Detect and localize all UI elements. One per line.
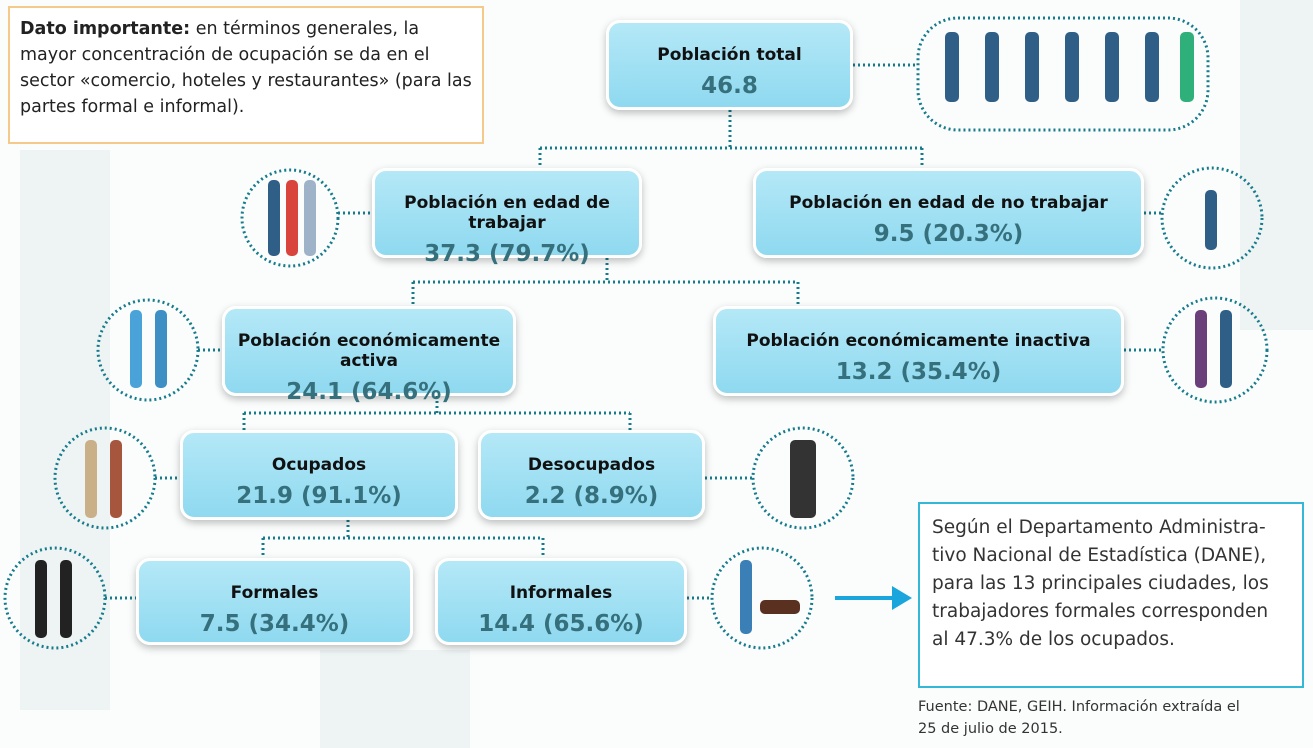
icon xyxy=(1025,32,1039,102)
node-label: Desocupados xyxy=(481,455,702,475)
icon-frame xyxy=(1163,298,1267,402)
connector xyxy=(540,110,922,168)
node-value: 37.3 (79.7%) xyxy=(375,241,639,267)
callout-line: Según el Departamento Administra- xyxy=(932,514,1290,542)
icon xyxy=(35,560,47,638)
node-value: 2.2 (8.9%) xyxy=(481,483,702,509)
node-value: 7.5 (34.4%) xyxy=(139,611,410,637)
node-label: Formales xyxy=(139,583,410,603)
icon xyxy=(1065,32,1079,102)
note: Dato importante: en términos generales, … xyxy=(8,6,484,144)
node-value: 9.5 (20.3%) xyxy=(756,221,1141,247)
icon xyxy=(1220,310,1232,388)
source-line: Fuente: DANE, GEIH. Información extraída… xyxy=(918,696,1240,718)
node-box: Desocupados 2.2 (8.9%) xyxy=(478,430,705,520)
icon xyxy=(790,440,816,518)
icon xyxy=(1180,32,1194,102)
icon-frame xyxy=(712,548,812,648)
node-box: Ocupados 21.9 (91.1%) xyxy=(180,430,458,520)
node-value: 46.8 xyxy=(609,73,850,99)
icon xyxy=(1105,32,1119,102)
node-label: Población en edad de no trabajar xyxy=(756,193,1141,213)
icon xyxy=(1205,190,1217,250)
icon xyxy=(1145,32,1159,102)
node-label: Población en edad de trabajar xyxy=(375,193,639,233)
bg-shape xyxy=(320,650,470,748)
node-value: 14.4 (65.6%) xyxy=(438,611,684,637)
callout-line: trabajadores formales corresponden xyxy=(932,598,1290,626)
node-box: Población económicamente inactiva 13.2 (3… xyxy=(713,306,1124,396)
node-value: 24.1 (64.6%) xyxy=(225,379,513,405)
node-box: Población en edad de no trabajar 9.5 (20.… xyxy=(753,168,1144,258)
node-label: Ocupados xyxy=(183,455,455,475)
icon xyxy=(286,180,298,256)
node-box: Informales 14.4 (65.6%) xyxy=(435,558,687,645)
icon xyxy=(85,440,97,518)
icon xyxy=(304,180,316,256)
source-line: 25 de julio de 2015. xyxy=(918,718,1240,740)
node-box: Población total 46.8 xyxy=(606,20,853,110)
node-box: Formales 7.5 (34.4%) xyxy=(136,558,413,645)
connector xyxy=(263,520,543,558)
node-label: Población económicamente inactiva xyxy=(716,331,1121,351)
node-label: Informales xyxy=(438,583,684,603)
source: Fuente: DANE, GEIH. Información extraída… xyxy=(918,696,1240,740)
note-bold: Dato importante: xyxy=(20,19,190,39)
callout-line: tivo Nacional de Estadística (DANE), xyxy=(932,542,1290,570)
icon xyxy=(945,32,959,102)
bg-shape xyxy=(1240,0,1313,330)
icon xyxy=(985,32,999,102)
icon xyxy=(60,560,72,638)
icon xyxy=(740,560,752,634)
node-label: Población económicamente activa xyxy=(225,331,513,371)
callout: Según el Departamento Administra-tivo Na… xyxy=(918,502,1304,688)
node-label: Población total xyxy=(609,45,850,65)
icon xyxy=(268,180,280,256)
icon-frame xyxy=(918,18,1208,130)
callout-line: al 47.3% de los ocupados. xyxy=(932,626,1290,654)
icon xyxy=(760,600,800,614)
infographic: Dato importante: en términos generales, … xyxy=(0,0,1313,748)
arrow-head xyxy=(892,586,912,610)
icon xyxy=(1195,310,1207,388)
icon xyxy=(110,440,122,518)
node-value: 21.9 (91.1%) xyxy=(183,483,455,509)
icon-frame xyxy=(98,300,198,400)
icon xyxy=(155,310,167,388)
icon xyxy=(130,310,142,388)
callout-line: para las 13 principales ciudades, los xyxy=(932,570,1290,598)
node-value: 13.2 (35.4%) xyxy=(716,359,1121,385)
